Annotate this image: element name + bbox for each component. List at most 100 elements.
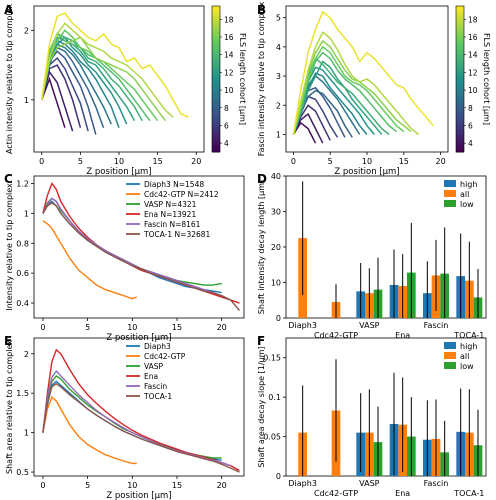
panel-b-colorbar-segment bbox=[456, 9, 464, 14]
panel-c-xtick-label: 5 bbox=[85, 323, 90, 332]
panel-c-ytick-label: 0.6 bbox=[16, 269, 29, 278]
panel-a-colorbar-segment bbox=[212, 133, 220, 138]
panel-b-colorbar-segment bbox=[456, 68, 464, 73]
panel-e-series-line-2 bbox=[42, 374, 222, 459]
panel-c-series-line-1 bbox=[42, 220, 138, 300]
panel-b-colorbar-segment bbox=[456, 89, 464, 95]
panel-a-colorbar-segment bbox=[212, 46, 220, 51]
panel-c-legend-label-0: Diaph3 N=1548 bbox=[144, 180, 204, 189]
panel-d-legend-swatch-0 bbox=[444, 180, 456, 187]
panel-d-category-label-0: Diaph3 bbox=[288, 321, 317, 330]
panel-c-xtick-label: 15 bbox=[172, 323, 182, 332]
panel-e-axes-frame bbox=[33, 337, 245, 477]
panel-b-xtick-label: 20 bbox=[436, 157, 446, 166]
panel-letter-b: B bbox=[257, 3, 266, 17]
panel-b-colorbar-segment bbox=[456, 75, 464, 80]
panel-d-category-label-3: Ena bbox=[395, 331, 410, 340]
panel-f-legend-swatch-2 bbox=[444, 362, 456, 369]
panel-e-legend-label-1: Cdc42-GTP bbox=[144, 352, 186, 361]
panel-b-colorbar-tick-label: 12 bbox=[468, 68, 478, 77]
panel-f-ytick-label: 0 bbox=[276, 472, 281, 481]
panel-e-series-line-5 bbox=[42, 382, 240, 473]
panel-b-colorbar-tick-label: 4 bbox=[468, 139, 473, 148]
panel-b-xlabel: Z position [μm] bbox=[334, 167, 399, 177]
panel-b-colorbar-segment bbox=[456, 82, 464, 87]
panel-b-colorbar-tick-label: 10 bbox=[468, 86, 478, 95]
panel-a-cohort-line-0 bbox=[40, 76, 66, 128]
panel-b-colorbar-tick-label: 8 bbox=[468, 104, 473, 113]
panel-a-colorbar-segment bbox=[212, 49, 220, 54]
panel-b-colorbar-segment bbox=[456, 144, 464, 149]
panel-a-colorbar-segment bbox=[212, 53, 220, 58]
panel-a-colorbar-segment bbox=[212, 97, 220, 102]
panel-a-ytick-label: 2 bbox=[24, 26, 29, 35]
panel-a-cohort-line-8 bbox=[40, 36, 128, 125]
panel-b-colorbar-segment bbox=[456, 20, 464, 25]
panel-b-cohort-line-12 bbox=[292, 45, 405, 135]
panel-a-colorbar-segment bbox=[212, 86, 220, 91]
panel-c-xtick-label: 0 bbox=[40, 323, 45, 332]
panel-d-legend-label-1: all bbox=[460, 190, 469, 199]
panel-a-colorbar-segment bbox=[212, 35, 220, 40]
panel-b-colorbar-segment bbox=[456, 104, 464, 109]
panel-a-colorbar-segment bbox=[212, 60, 220, 65]
panel-f-category-label-5: TOCA-1 bbox=[453, 489, 484, 498]
panel-f-axes-frame bbox=[285, 337, 487, 477]
panel-d-ytick-label: 30 bbox=[271, 208, 281, 217]
panel-b-cohort-line-15 bbox=[292, 10, 434, 135]
panel-a-colorbar-tick-label: 10 bbox=[224, 86, 234, 95]
panel-a-colorbar-segment bbox=[212, 104, 220, 109]
panel-b-colorbar-segment bbox=[456, 71, 464, 76]
panel-b-colorbar-segment bbox=[456, 97, 464, 102]
panel-d-legend-label-2: low bbox=[460, 200, 474, 209]
panel-b-colorbar-segment bbox=[456, 133, 464, 138]
panel-a-colorbar-tick-label: 12 bbox=[224, 68, 234, 77]
panel-a-colorbar-segment bbox=[212, 6, 220, 11]
panel-b-colorbar-segment bbox=[456, 79, 464, 84]
panel-a-xtick-label: 0 bbox=[39, 157, 44, 166]
panel-a-colorbar-label: FLS length cohort [μm] bbox=[238, 33, 247, 125]
panel-a-cohort-line-13 bbox=[40, 36, 166, 122]
panel-a-colorbar-segment bbox=[212, 89, 220, 95]
panel-f-category-label-0: Diaph3 bbox=[288, 479, 317, 488]
panel-a-colorbar-segment bbox=[212, 42, 220, 47]
panel-d-legend-swatch-1 bbox=[444, 190, 456, 197]
panel-c-legend-label-4: Fascin N=8161 bbox=[144, 220, 201, 229]
panel-b-colorbar-segment bbox=[456, 60, 464, 65]
panel-d-ytick-label: 10 bbox=[271, 279, 281, 288]
panel-f-category-label-2: VASP bbox=[359, 479, 380, 488]
panel-c-chart: 0.40.60.811.20 5 10 15 20Z position [μm]Inte… bbox=[5, 175, 245, 343]
panel-c-legend-label-2: VASP N=4321 bbox=[144, 200, 197, 209]
panel-a-chart: 120 5 10 15 20Z position [μm]Actin intensity… bbox=[5, 4, 247, 177]
panel-a-colorbar-segment bbox=[212, 119, 220, 124]
panel-d-category-label-4: Fascin bbox=[424, 321, 449, 330]
panel-a-colorbar-tick-label: 16 bbox=[224, 33, 234, 42]
panel-b-colorbar-frame bbox=[455, 5, 465, 153]
panel-e-xtick-label: 10 bbox=[127, 481, 137, 490]
panel-letter-d: D bbox=[257, 172, 267, 186]
panel-a-colorbar-segment bbox=[212, 115, 220, 120]
panel-letter-f: F bbox=[257, 334, 265, 348]
panel-b-colorbar-segment bbox=[456, 111, 464, 116]
panel-a-cohort-line-15 bbox=[40, 12, 189, 118]
panel-e-xlabel: Z position [μm] bbox=[106, 491, 171, 500]
panel-e-legend-label-0: Diaph3 bbox=[144, 342, 171, 351]
panel-f-category-label-4: Fascin bbox=[424, 479, 449, 488]
panel-a-colorbar-frame bbox=[211, 5, 221, 153]
panel-f-ytick-label: 0.15 bbox=[263, 354, 281, 363]
panel-e-xtick-label: 5 bbox=[85, 481, 90, 490]
panel-b-colorbar-segment bbox=[456, 6, 464, 11]
panel-a-colorbar-segment bbox=[212, 75, 220, 80]
panel-a-colorbar-tick-label: 18 bbox=[224, 15, 234, 24]
panel-b-colorbar-segment bbox=[456, 53, 464, 58]
panel-b-colorbar-segment bbox=[456, 24, 464, 29]
panel-b-xtick-label: 5 bbox=[328, 157, 333, 166]
panel-a-colorbar-segment bbox=[212, 111, 220, 116]
panel-a-xtick-label: 10 bbox=[114, 157, 124, 166]
panel-b-cohort-line-14 bbox=[292, 31, 419, 136]
panel-a-colorbar-segment bbox=[212, 82, 220, 87]
panel-b-colorbar-segment bbox=[456, 141, 464, 146]
panel-letter-e: E bbox=[4, 334, 12, 348]
panel-a-colorbar-segment bbox=[212, 122, 220, 127]
